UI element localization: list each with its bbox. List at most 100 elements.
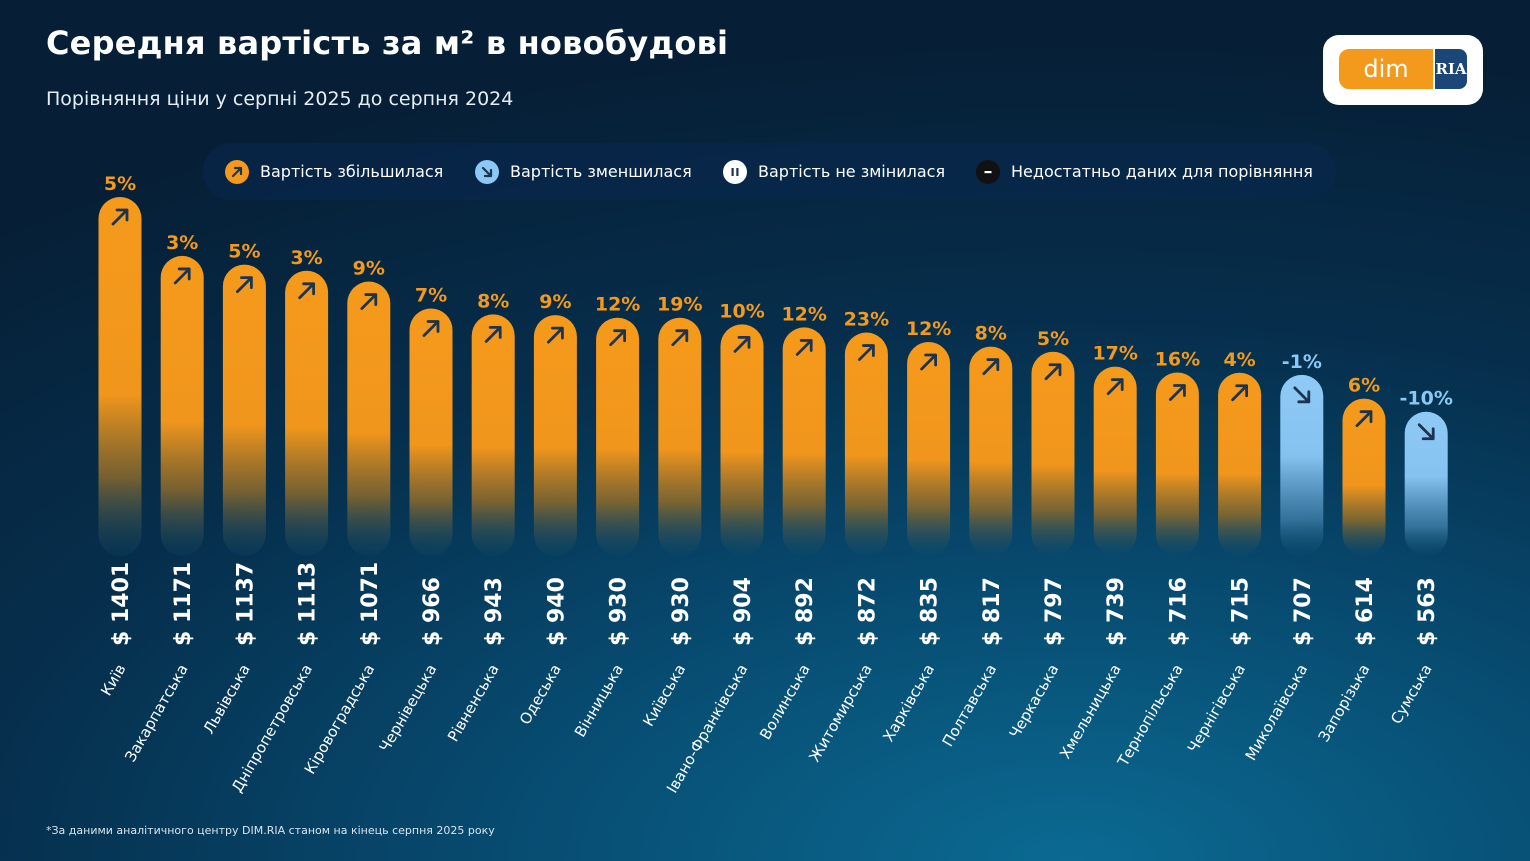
- category-label-16: Черкаська: [1006, 661, 1063, 742]
- arrow-up-right-icon: [982, 358, 1000, 376]
- value-label-10: $ 930: [669, 577, 694, 646]
- bar-17: [1093, 366, 1137, 556]
- value-label-6: $ 966: [420, 577, 445, 646]
- value-label-14: $ 835: [918, 577, 943, 646]
- change-label-22: -10%: [1400, 388, 1453, 410]
- value-label-15: $ 817: [980, 577, 1005, 646]
- bar-18: [1155, 372, 1199, 556]
- value-label-7: $ 943: [482, 577, 507, 646]
- category-label-10: Київська: [639, 661, 689, 730]
- bar-21: [1342, 398, 1386, 556]
- bar-1: [98, 197, 142, 556]
- bar-11: [720, 324, 764, 556]
- category-label-7: Рівненська: [444, 661, 503, 745]
- value-label-12: $ 892: [793, 577, 818, 646]
- legend-item-no-data: Недостатньо даних для порівняння: [976, 143, 1313, 200]
- bar-5: [347, 281, 391, 556]
- bar-7: [471, 314, 515, 556]
- arrow-up-right-icon: [360, 293, 378, 310]
- logo-dim-text: dim: [1339, 49, 1433, 89]
- arrow-up-right-icon: [547, 326, 564, 344]
- bar-8: [533, 315, 577, 556]
- arrow-up-right-icon: [1044, 363, 1062, 381]
- arrow-up-right-icon: [1169, 384, 1186, 401]
- bar-9: [596, 317, 640, 556]
- change-label-6: 7%: [415, 284, 447, 306]
- category-label-19: Чернігівська: [1184, 661, 1249, 756]
- chart-title: Середня вартість за м² в новобудові: [46, 24, 729, 62]
- category-label-22: Сумська: [1387, 661, 1436, 727]
- change-label-20: -1%: [1282, 351, 1322, 373]
- legend-item-increase: Вартість збільшилася: [225, 143, 443, 200]
- bar-19: [1218, 372, 1262, 556]
- bar-12: [782, 327, 826, 556]
- legend-label-no-data: Недостатньо даних для порівняння: [1011, 162, 1313, 181]
- arrow-down-right-icon: [1293, 386, 1311, 404]
- value-label-8: $ 940: [544, 577, 569, 646]
- chart-subtitle: Порівняння ціни у серпні 2025 до серпня …: [46, 88, 514, 110]
- change-label-10: 19%: [657, 294, 702, 316]
- category-label-13: Житомирська: [805, 661, 875, 765]
- value-label-9: $ 930: [607, 577, 632, 646]
- bar-22: [1404, 411, 1448, 556]
- arrow-down-right-icon: [475, 159, 499, 184]
- arrow-up-right-icon: [173, 267, 191, 285]
- arrow-up-right-icon: [236, 276, 253, 294]
- value-label-20: $ 707: [1291, 577, 1316, 646]
- value-label-11: $ 904: [731, 577, 756, 646]
- value-label-16: $ 797: [1042, 577, 1067, 646]
- value-label-19: $ 715: [1229, 577, 1254, 646]
- change-label-12: 12%: [781, 303, 826, 325]
- category-label-8: Одеська: [516, 661, 565, 728]
- arrow-up-right-icon: [733, 335, 751, 353]
- logo-ria-text: RIA: [1435, 49, 1467, 89]
- legend-item-decrease: Вартість зменшилася: [475, 143, 692, 200]
- category-label-9: Вінницька: [571, 661, 627, 740]
- category-label-21: Запорізька: [1315, 661, 1374, 745]
- bar-15: [969, 346, 1013, 556]
- legend-label-increase: Вартість збільшилася: [260, 162, 444, 181]
- value-label-18: $ 716: [1166, 577, 1191, 646]
- category-label-1: Київ: [97, 661, 129, 699]
- value-label-13: $ 872: [855, 577, 880, 646]
- value-label-1: $ 1401: [109, 562, 134, 646]
- legend-label-unchanged: Вартість не змінилася: [758, 162, 946, 181]
- minus-icon: [976, 159, 1000, 184]
- category-label-2: Закарпатська: [121, 661, 191, 765]
- arrow-up-right-icon: [225, 159, 249, 184]
- arrow-up-right-icon: [609, 329, 626, 347]
- change-label-11: 10%: [719, 300, 764, 322]
- arrow-up-right-icon: [484, 325, 502, 343]
- legend-item-unchanged: Вартість не змінилася: [723, 143, 945, 200]
- bar-3: [222, 264, 266, 556]
- bar-6: [409, 308, 453, 556]
- arrow-up-right-icon: [111, 208, 129, 226]
- arrow-up-right-icon: [858, 344, 875, 361]
- change-label-15: 8%: [975, 323, 1007, 345]
- value-label-2: $ 1171: [171, 562, 196, 646]
- value-label-17: $ 739: [1104, 577, 1129, 646]
- category-label-15: Полтавська: [939, 661, 1001, 750]
- dim-ria-logo[interactable]: dim RIA: [1323, 35, 1483, 105]
- category-label-17: Хмельницька: [1056, 661, 1125, 762]
- arrow-up-right-icon: [920, 353, 937, 371]
- change-label-13: 23%: [844, 309, 889, 331]
- bar-16: [1031, 351, 1075, 556]
- arrow-up-right-icon: [1355, 410, 1373, 428]
- arrow-up-right-icon: [298, 282, 315, 300]
- arrow-up-right-icon: [1231, 384, 1248, 402]
- bar-4: [285, 270, 329, 556]
- change-label-14: 12%: [906, 318, 951, 340]
- change-label-4: 3%: [290, 247, 322, 269]
- category-label-18: Тернопільська: [1113, 661, 1186, 770]
- bar-14: [907, 342, 951, 556]
- arrow-up-right-icon: [422, 320, 440, 337]
- arrow-up-right-icon: [795, 339, 813, 356]
- change-label-2: 3%: [166, 232, 198, 254]
- footnote: *За даними аналітичного центру DIM.RIA с…: [46, 824, 495, 837]
- change-label-8: 9%: [539, 291, 571, 313]
- chart-legend: Вартість збільшилася Вартість зменшилася…: [203, 143, 1336, 200]
- category-label-5: Кіровоградська: [301, 661, 379, 777]
- category-label-20: Миколаївська: [1242, 661, 1312, 764]
